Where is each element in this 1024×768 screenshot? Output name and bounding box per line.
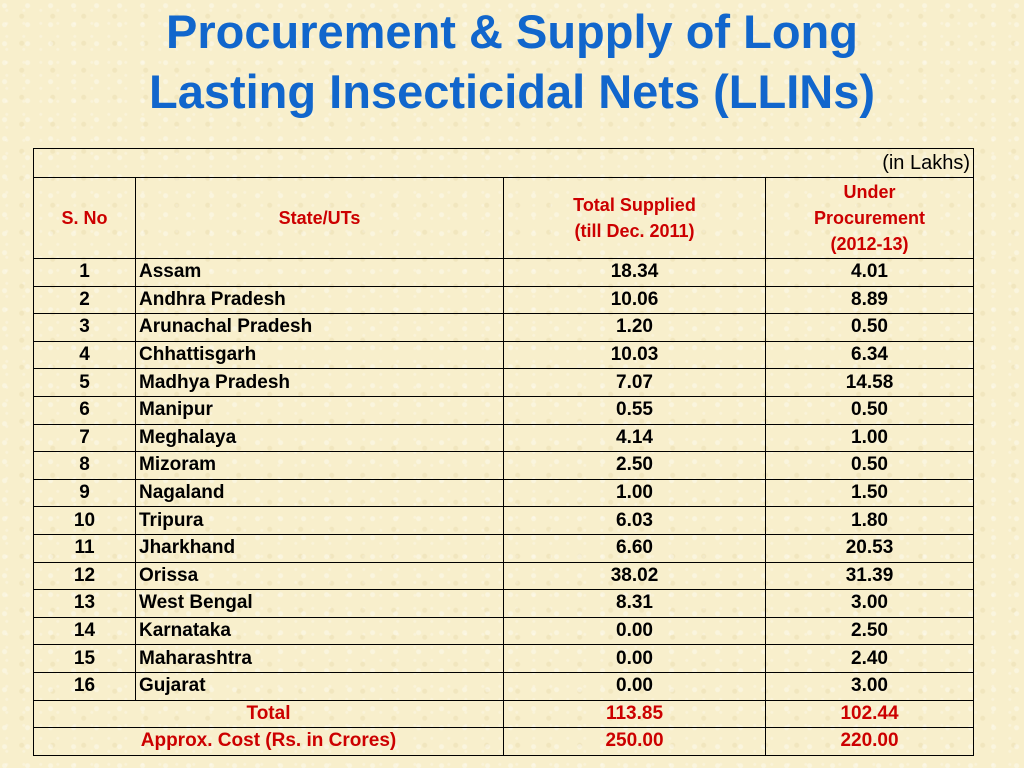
cell-state: Andhra Pradesh: [135, 285, 504, 315]
cell-total-supplied: 0.00: [503, 671, 766, 701]
cell-total-supplied: 1.00: [503, 478, 766, 508]
table-row: 13 West Bengal 8.31 3.00: [33, 589, 974, 618]
cell-sno: 6: [33, 395, 136, 425]
llin-table: (in Lakhs) S. No State/UTs Total Supplie…: [33, 148, 974, 756]
table-row: 10 Tripura 6.03 1.80: [33, 506, 974, 535]
cell-sno: 2: [33, 285, 136, 315]
cell-under-procurement: 3.00: [765, 589, 974, 618]
cell-under-procurement: 6.34: [765, 340, 974, 370]
total-row: Total 113.85 102.44: [33, 699, 974, 729]
header-total-supplied: Total Supplied (till Dec. 2011): [503, 177, 766, 259]
header-state: State/UTs: [135, 177, 504, 259]
table-row: 11 Jharkhand 6.60 20.53: [33, 533, 974, 563]
total-row-total-supplied: 113.85: [503, 699, 766, 729]
cost-row-label: Approx. Cost (Rs. in Crores): [33, 727, 504, 756]
cell-state: Chhattisgarh: [135, 340, 504, 370]
cell-state: Assam: [135, 258, 504, 287]
table-row: 3 Arunachal Pradesh 1.20 0.50: [33, 313, 974, 342]
cell-state: Tripura: [135, 506, 504, 535]
cell-sno: 5: [33, 368, 136, 397]
cell-sno: 11: [33, 533, 136, 563]
cell-state: West Bengal: [135, 589, 504, 618]
table-row: 4 Chhattisgarh 10.03 6.34: [33, 340, 974, 370]
cell-sno: 8: [33, 451, 136, 480]
cell-under-procurement: 31.39: [765, 561, 974, 591]
cell-total-supplied: 0.55: [503, 395, 766, 425]
table-row: 6 Manipur 0.55 0.50: [33, 395, 974, 425]
cost-row-under-procurement: 220.00: [765, 727, 974, 756]
cell-state: Karnataka: [135, 616, 504, 646]
cell-total-supplied: 1.20: [503, 313, 766, 342]
cell-sno: 13: [33, 589, 136, 618]
cell-sno: 16: [33, 671, 136, 701]
cell-total-supplied: 6.60: [503, 533, 766, 563]
cell-under-procurement: 20.53: [765, 533, 974, 563]
cell-under-procurement: 0.50: [765, 395, 974, 425]
cell-under-procurement: 0.50: [765, 451, 974, 480]
header-sno: S. No: [33, 177, 136, 259]
cell-total-supplied: 0.00: [503, 616, 766, 646]
cell-state: Meghalaya: [135, 423, 504, 453]
cell-total-supplied: 4.14: [503, 423, 766, 453]
table-row: 14 Karnataka 0.00 2.50: [33, 616, 974, 646]
cell-sno: 9: [33, 478, 136, 508]
table-row: 12 Orissa 38.02 31.39: [33, 561, 974, 591]
table-row: 1 Assam 18.34 4.01: [33, 258, 974, 287]
table-row: 16 Gujarat 0.00 3.00: [33, 671, 974, 701]
cell-under-procurement: 2.40: [765, 644, 974, 673]
cell-total-supplied: 0.00: [503, 644, 766, 673]
cell-under-procurement: 1.00: [765, 423, 974, 453]
cell-under-procurement: 3.00: [765, 671, 974, 701]
cell-state: Jharkhand: [135, 533, 504, 563]
table-row: 5 Madhya Pradesh 7.07 14.58: [33, 368, 974, 397]
cell-sno: 12: [33, 561, 136, 591]
cell-under-procurement: 1.50: [765, 478, 974, 508]
cell-total-supplied: 7.07: [503, 368, 766, 397]
cell-under-procurement: 8.89: [765, 285, 974, 315]
cost-row-total-supplied: 250.00: [503, 727, 766, 756]
cell-sno: 15: [33, 644, 136, 673]
cell-total-supplied: 18.34: [503, 258, 766, 287]
title-line-2: Lasting Insecticidal Nets (LLINs): [148, 65, 876, 118]
cell-state: Mizoram: [135, 451, 504, 480]
cell-sno: 10: [33, 506, 136, 535]
cell-total-supplied: 38.02: [503, 561, 766, 591]
cell-under-procurement: 4.01: [765, 258, 974, 287]
cell-sno: 3: [33, 313, 136, 342]
cell-state: Arunachal Pradesh: [135, 313, 504, 342]
cell-sno: 1: [33, 258, 136, 287]
table-row: 9 Nagaland 1.00 1.50: [33, 478, 974, 508]
cell-state: Madhya Pradesh: [135, 368, 504, 397]
cell-under-procurement: 2.50: [765, 616, 974, 646]
cell-total-supplied: 10.06: [503, 285, 766, 315]
cell-sno: 4: [33, 340, 136, 370]
header-under-procurement: Under Procurement (2012-13): [765, 177, 974, 259]
cell-sno: 14: [33, 616, 136, 646]
cell-state: Gujarat: [135, 671, 504, 701]
table-row: 7 Meghalaya 4.14 1.00: [33, 423, 974, 453]
total-row-label: Total: [33, 699, 504, 729]
cell-total-supplied: 10.03: [503, 340, 766, 370]
cell-state: Orissa: [135, 561, 504, 591]
header-row: S. No State/UTs Total Supplied (till Dec…: [33, 177, 974, 259]
cell-under-procurement: 14.58: [765, 368, 974, 397]
table-row: 15 Maharashtra 0.00 2.40: [33, 644, 974, 673]
total-row-under-procurement: 102.44: [765, 699, 974, 729]
cell-sno: 7: [33, 423, 136, 453]
table-row: 2 Andhra Pradesh 10.06 8.89: [33, 285, 974, 315]
cell-under-procurement: 0.50: [765, 313, 974, 342]
cell-total-supplied: 8.31: [503, 589, 766, 618]
cell-state: Maharashtra: [135, 644, 504, 673]
table-row: 8 Mizoram 2.50 0.50: [33, 451, 974, 480]
cell-state: Nagaland: [135, 478, 504, 508]
slide-title: Procurement & Supply of Long Lasting Ins…: [0, 2, 1024, 122]
unit-note: (in Lakhs): [33, 148, 974, 178]
cell-total-supplied: 2.50: [503, 451, 766, 480]
title-line-1: Procurement & Supply of Long: [166, 5, 858, 58]
cell-total-supplied: 6.03: [503, 506, 766, 535]
cell-under-procurement: 1.80: [765, 506, 974, 535]
cell-state: Manipur: [135, 395, 504, 425]
cost-row: Approx. Cost (Rs. in Crores) 250.00 220.00: [33, 727, 974, 756]
unit-row: (in Lakhs): [33, 148, 974, 178]
